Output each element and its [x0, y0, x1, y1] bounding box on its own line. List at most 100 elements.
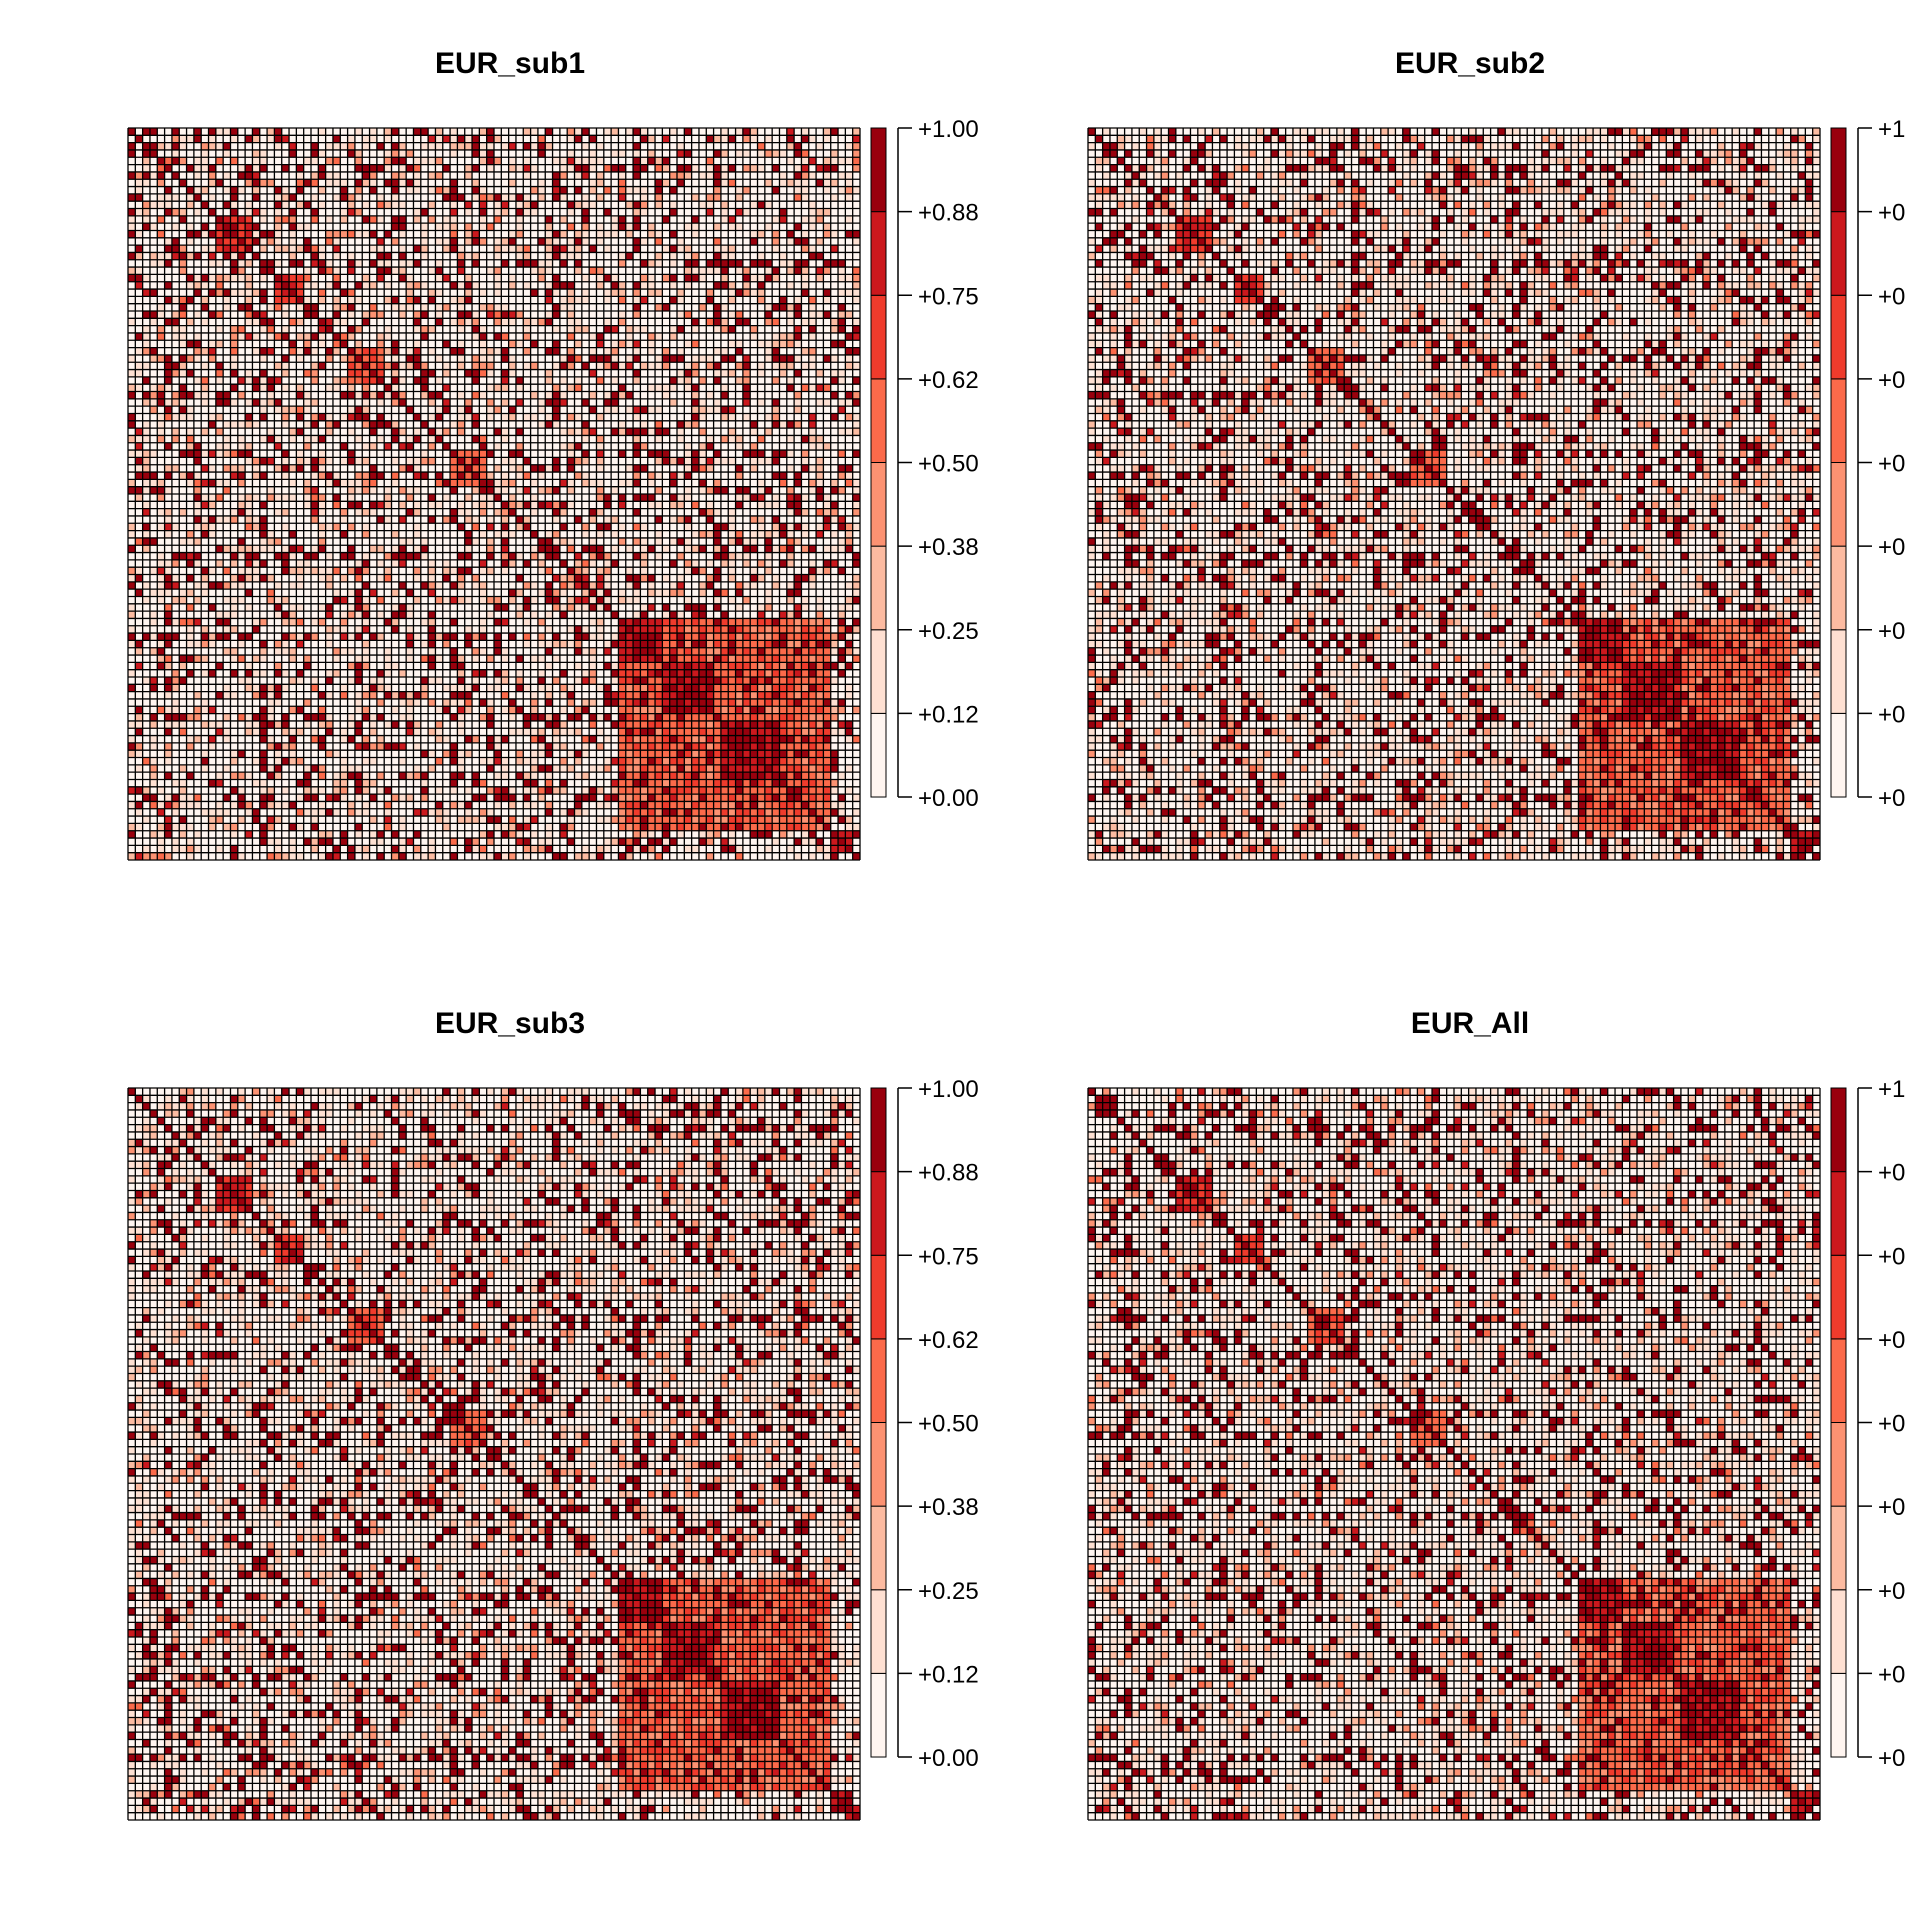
heatmap-cell	[348, 209, 355, 216]
heatmap-cell	[662, 187, 669, 194]
heatmap-cell	[179, 128, 186, 135]
heatmap-cell	[845, 128, 852, 135]
heatmap-cell	[428, 135, 435, 142]
heatmap-cell	[267, 165, 274, 172]
heatmap-cell	[692, 165, 699, 172]
heatmap-cell	[450, 143, 457, 150]
heatmap-cell	[370, 187, 377, 194]
heatmap-cell	[604, 143, 611, 150]
heatmap-cell	[377, 194, 384, 201]
heatmap-cell	[450, 179, 457, 186]
heatmap-cell	[377, 143, 384, 150]
heatmap-cell	[816, 209, 823, 216]
heatmap-cell	[457, 209, 464, 216]
heatmap-cell	[348, 157, 355, 164]
heatmap-cell	[794, 165, 801, 172]
heatmap-cell	[304, 135, 311, 142]
heatmap-cell	[648, 209, 655, 216]
heatmap-cell	[648, 157, 655, 164]
heatmap-cell	[172, 201, 179, 208]
heatmap-cell	[596, 135, 603, 142]
heatmap-cell	[626, 157, 633, 164]
heatmap-cell	[560, 150, 567, 157]
heatmap-cell	[143, 135, 150, 142]
heatmap-cell	[648, 201, 655, 208]
heatmap-cell	[618, 165, 625, 172]
heatmap-cell	[750, 194, 757, 201]
heatmap-cell	[736, 179, 743, 186]
heatmap-cell	[128, 194, 135, 201]
heatmap-cell	[575, 143, 582, 150]
heatmap-cell	[421, 194, 428, 201]
heatmap-cell	[333, 172, 340, 179]
heatmap-cell	[494, 201, 501, 208]
heatmap-cell	[823, 143, 830, 150]
heatmap-cell	[333, 209, 340, 216]
heatmap-cell	[326, 172, 333, 179]
heatmap-cell	[465, 150, 472, 157]
heatmap-cell	[560, 157, 567, 164]
heatmap-cell	[201, 194, 208, 201]
heatmap-cell	[845, 150, 852, 157]
heatmap-cell	[545, 128, 552, 135]
heatmap-cell	[413, 165, 420, 172]
heatmap-cell	[560, 172, 567, 179]
heatmap-cell	[472, 143, 479, 150]
heatmap-cell	[699, 128, 706, 135]
heatmap-cell	[640, 187, 647, 194]
heatmap-cell	[223, 187, 230, 194]
heatmap-cell	[670, 150, 677, 157]
heatmap-cell	[699, 194, 706, 201]
heatmap-cell	[413, 135, 420, 142]
heatmap-cell	[831, 157, 838, 164]
heatmap-cell	[487, 194, 494, 201]
heatmap-cell	[194, 209, 201, 216]
heatmap-cell	[472, 201, 479, 208]
heatmap-cell	[838, 201, 845, 208]
heatmap-cell	[750, 150, 757, 157]
heatmap-cell	[472, 194, 479, 201]
heatmap-cell	[845, 157, 852, 164]
heatmap-cell	[838, 179, 845, 186]
heatmap-cell	[604, 135, 611, 142]
heatmap-cell	[465, 209, 472, 216]
heatmap-cell	[823, 209, 830, 216]
heatmap-cell	[743, 143, 750, 150]
heatmap-cell	[450, 201, 457, 208]
heatmap-cell	[457, 157, 464, 164]
heatmap-cell	[187, 143, 194, 150]
heatmap-cell	[589, 150, 596, 157]
heatmap-cell	[736, 150, 743, 157]
heatmap-cell	[450, 172, 457, 179]
heatmap-cell	[765, 187, 772, 194]
heatmap-cell	[209, 157, 216, 164]
heatmap-cell	[157, 157, 164, 164]
heatmap-cell	[589, 172, 596, 179]
heatmap-cell	[699, 150, 706, 157]
heatmap-cell	[611, 172, 618, 179]
heatmap-cell	[531, 157, 538, 164]
heatmap-cell	[421, 165, 428, 172]
heatmap-cell	[209, 172, 216, 179]
heatmap-cell	[392, 209, 399, 216]
heatmap-cell	[296, 179, 303, 186]
heatmap-cell	[787, 209, 794, 216]
heatmap-cell	[604, 157, 611, 164]
heatmap-cell	[684, 157, 691, 164]
heatmap-cell	[340, 187, 347, 194]
heatmap-cell	[165, 157, 172, 164]
heatmap-cell	[289, 165, 296, 172]
heatmap-cell	[157, 201, 164, 208]
heatmap-cell	[260, 179, 267, 186]
heatmap-cell	[611, 209, 618, 216]
heatmap-cell	[626, 201, 633, 208]
heatmap-cell	[150, 179, 157, 186]
heatmap-cell	[230, 209, 237, 216]
heatmap-cell	[296, 201, 303, 208]
heatmap-cell	[596, 194, 603, 201]
heatmap-cell	[435, 143, 442, 150]
heatmap-cell	[348, 179, 355, 186]
heatmap-cell	[728, 128, 735, 135]
heatmap-cell	[655, 209, 662, 216]
heatmap-cell	[348, 165, 355, 172]
